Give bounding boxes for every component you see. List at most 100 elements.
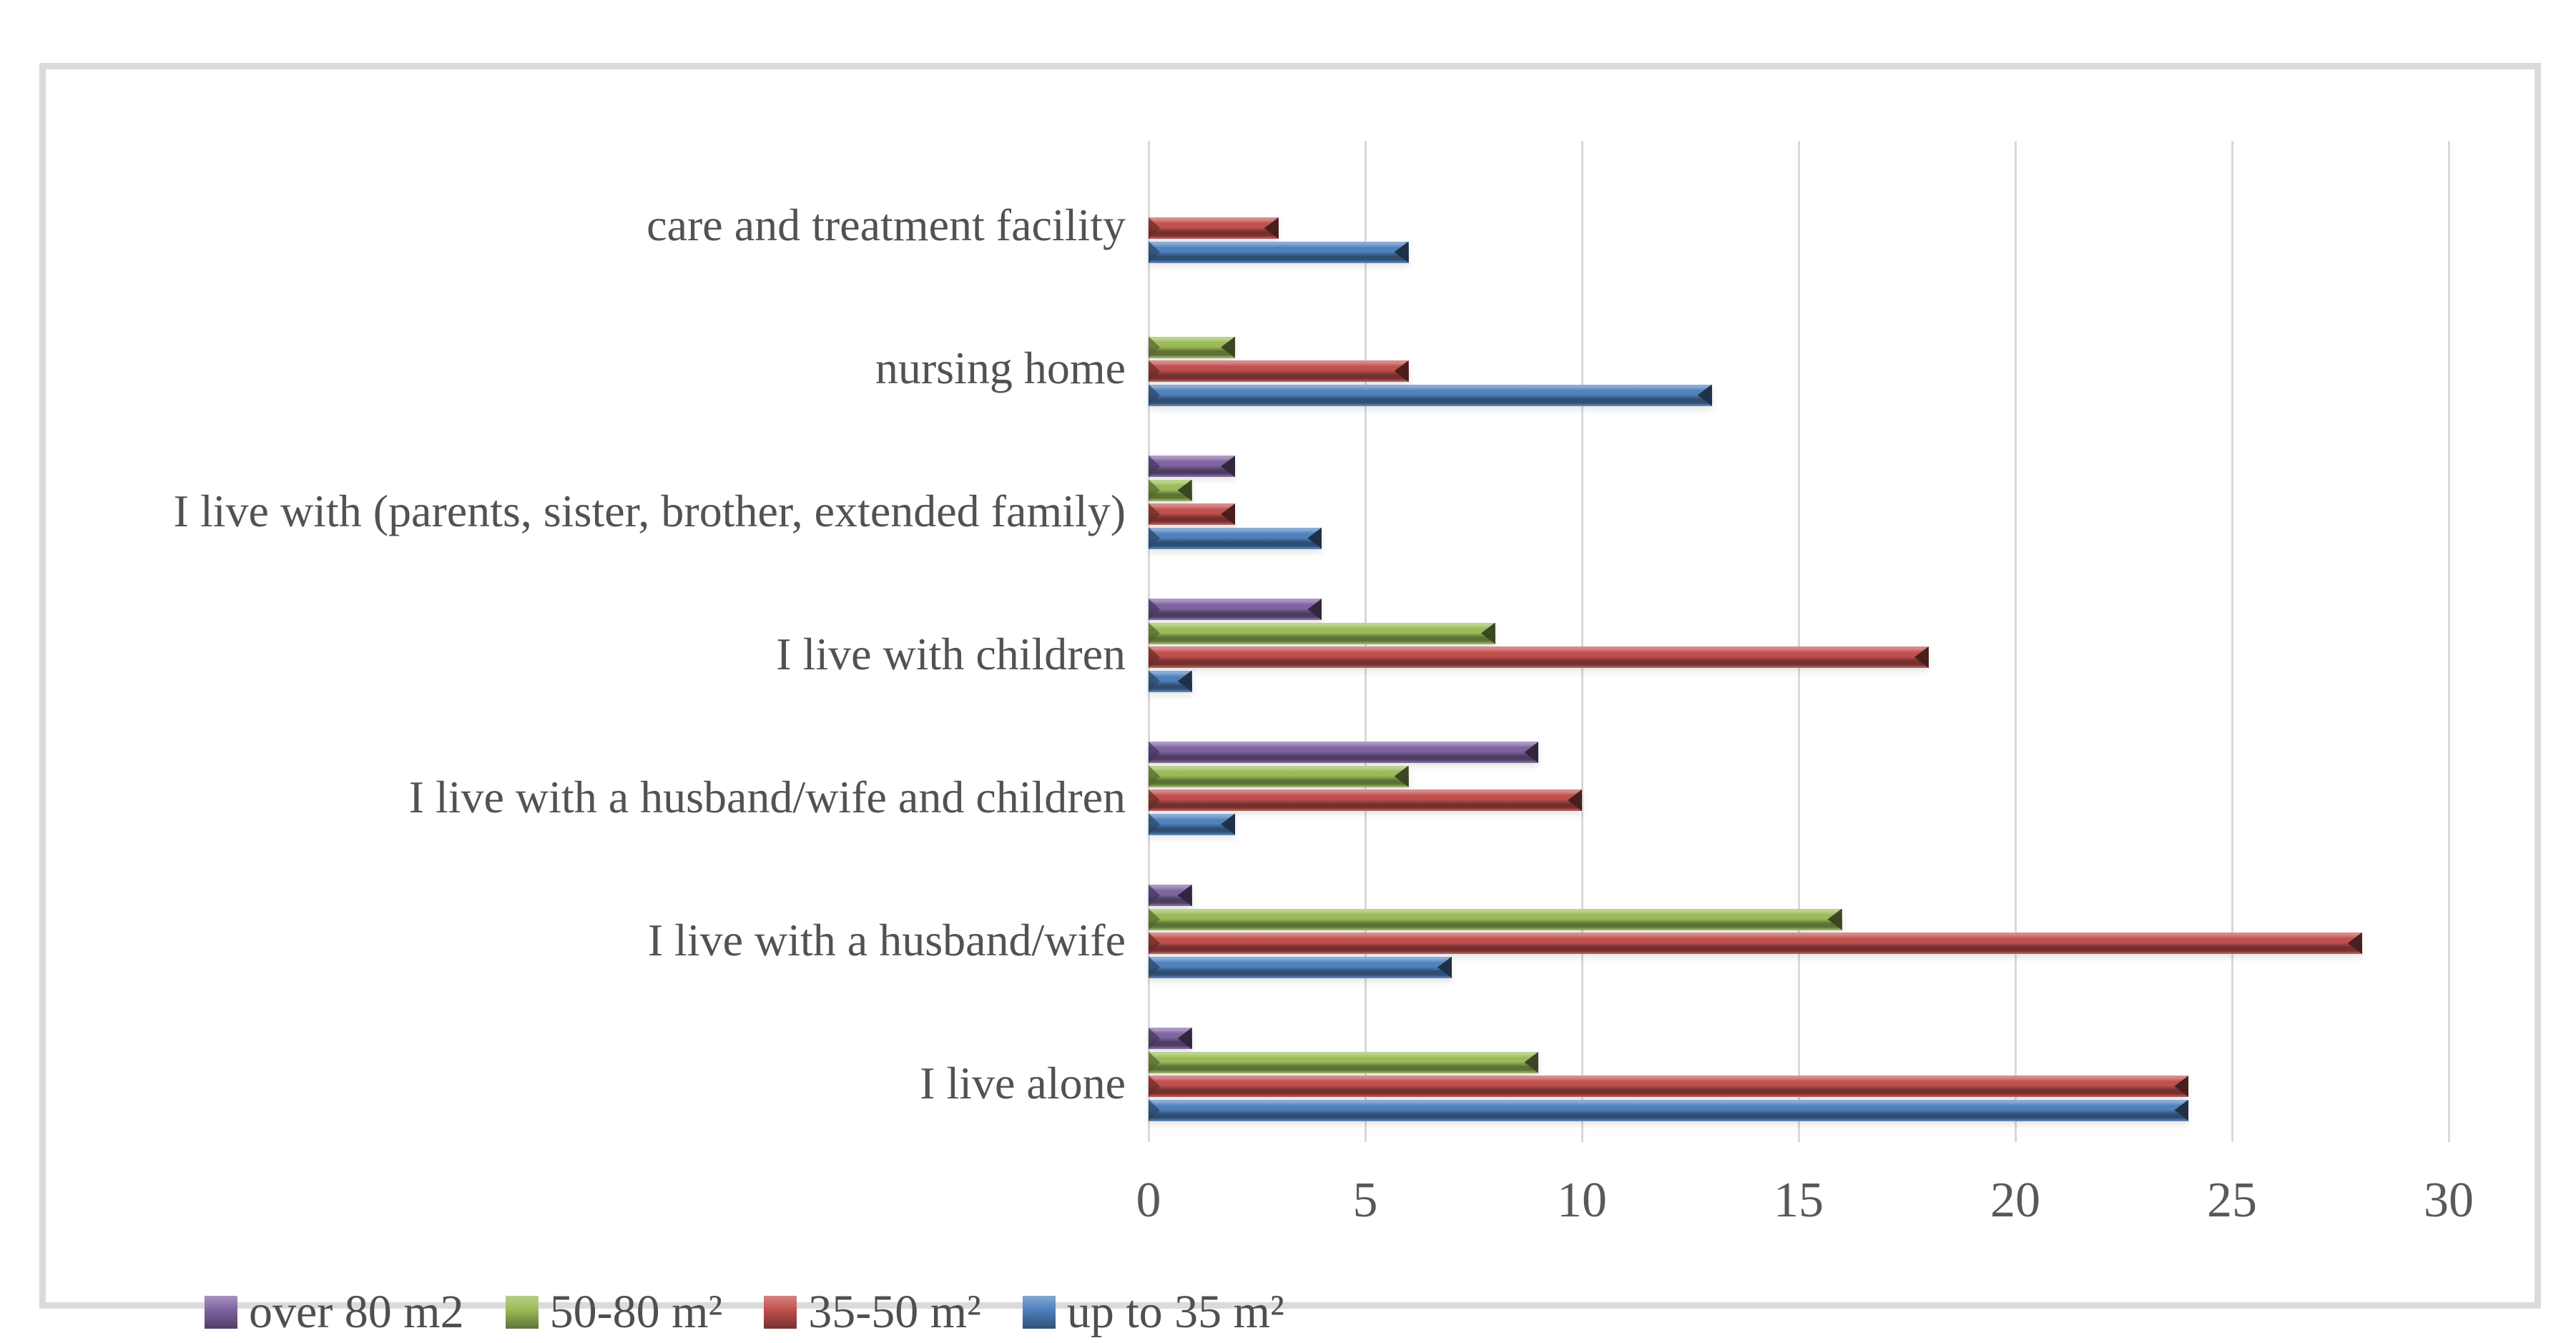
- category-label-text: I live with a husband/wife and children: [408, 772, 1126, 822]
- bar-over-80-m2: [1149, 599, 1322, 620]
- bar-start-cap: [1149, 622, 1160, 644]
- legend: over 80 m2 50-80 m² 35-50 m² up to 35 m²: [205, 1285, 1284, 1339]
- bar-end-cap: [1307, 599, 1322, 620]
- legend-swatch: [1022, 1296, 1056, 1329]
- gridline: [1798, 141, 1800, 1142]
- bar-start-cap: [1149, 456, 1160, 477]
- bar-start-cap: [1149, 742, 1160, 763]
- bar-start-cap: [1149, 670, 1160, 692]
- category-label-text: I live with children: [776, 629, 1126, 679]
- bar-end-cap: [1177, 479, 1192, 501]
- bar-up-to-35-m²: [1149, 384, 1712, 406]
- bar-end-cap: [1177, 1028, 1192, 1049]
- bar-start-cap: [1149, 527, 1160, 549]
- x-tick-label: 25: [2207, 1173, 2257, 1228]
- bar-start-cap: [1149, 599, 1160, 620]
- bar-50-80-m²: [1149, 908, 1842, 930]
- category-label-text: care and treatment facility: [647, 200, 1126, 250]
- bar-35-50-m²: [1149, 360, 1409, 382]
- bar-over-80-m2: [1149, 1028, 1192, 1049]
- category-band: [1149, 999, 2565, 1142]
- bar-end-cap: [1827, 908, 1842, 930]
- category-label: I live alone: [124, 1012, 1126, 1155]
- category-label: care and treatment facility: [124, 154, 1126, 297]
- category-band: [1149, 713, 2565, 856]
- legend-item: 35-50 m²: [764, 1285, 981, 1339]
- bar-end-cap: [2174, 1099, 2189, 1121]
- legend-item: 50-80 m²: [505, 1285, 722, 1339]
- bar-50-80-m²: [1149, 622, 1495, 644]
- category-label-text: I live with a husband/wife: [647, 915, 1126, 965]
- category-band: [1149, 284, 2565, 427]
- bar-50-80-m²: [1149, 336, 1236, 358]
- bar-start-cap: [1149, 1051, 1160, 1073]
- bar-end-cap: [1221, 336, 1236, 358]
- bar-start-cap: [1149, 765, 1160, 787]
- bar-over-80-m2: [1149, 742, 1539, 763]
- bar-50-80-m²: [1149, 1051, 1539, 1073]
- bar-end-cap: [1524, 742, 1539, 763]
- bar-up-to-35-m²: [1149, 813, 1236, 835]
- bar-start-cap: [1149, 789, 1160, 811]
- category-label: I live with children: [124, 583, 1126, 726]
- bar-up-to-35-m²: [1149, 527, 1322, 549]
- bar-end-cap: [1177, 670, 1192, 692]
- x-tick-label: 20: [1990, 1173, 2040, 1228]
- bar-start-cap: [1149, 1076, 1160, 1097]
- bar-end-cap: [1697, 384, 1712, 406]
- bar-over-80-m2: [1149, 456, 1236, 477]
- x-tick-label: 30: [2424, 1173, 2474, 1228]
- bar-50-80-m²: [1149, 479, 1192, 501]
- legend-label: over 80 m2: [249, 1286, 464, 1338]
- chart-frame: care and treatment facility nursing home I…: [39, 63, 2541, 1338]
- x-tick-label: 5: [1352, 1173, 1378, 1228]
- bar-over-80-m2: [1149, 885, 1192, 906]
- bar-end-cap: [1394, 241, 1409, 263]
- bar-start-cap: [1149, 336, 1160, 358]
- bar-end-cap: [1394, 360, 1409, 382]
- legend-item: over 80 m2: [205, 1285, 464, 1339]
- bar-end-cap: [2174, 1076, 2189, 1097]
- category-band: [1149, 427, 2565, 570]
- bar-start-cap: [1149, 479, 1160, 501]
- bar-35-50-m²: [1149, 789, 1582, 811]
- legend-label: up to 35 m²: [1066, 1286, 1284, 1338]
- plot-area: [1148, 141, 2565, 1142]
- category-label-text: I live with (parents, sister, brother, e…: [173, 486, 1126, 536]
- legend-swatch: [505, 1296, 539, 1329]
- bar-start-cap: [1149, 908, 1160, 930]
- bar-end-cap: [1307, 527, 1322, 549]
- bar-35-50-m²: [1149, 646, 1929, 668]
- bar-end-cap: [1568, 789, 1582, 811]
- category-label: I live with (parents, sister, brother, e…: [124, 440, 1126, 583]
- bar-start-cap: [1149, 1099, 1160, 1121]
- bar-end-cap: [2347, 933, 2362, 954]
- bar-start-cap: [1149, 384, 1160, 406]
- bar-start-cap: [1149, 885, 1160, 906]
- bar-end-cap: [1221, 456, 1236, 477]
- x-tick-label: 10: [1557, 1173, 1607, 1228]
- category-label: I live with a husband/wife: [124, 869, 1126, 1012]
- category-label-text: I live alone: [920, 1058, 1126, 1108]
- bar-start-cap: [1149, 217, 1160, 239]
- bar-50-80-m²: [1149, 765, 1409, 787]
- bar-end-cap: [1221, 503, 1236, 525]
- bar-35-50-m²: [1149, 503, 1236, 525]
- category-label: nursing home: [124, 297, 1126, 440]
- category-label-text: nursing home: [875, 343, 1126, 393]
- bar-start-cap: [1149, 360, 1160, 382]
- bar-end-cap: [1264, 217, 1279, 239]
- bar-end-cap: [1480, 622, 1495, 644]
- category-band: [1149, 570, 2565, 713]
- bar-35-50-m²: [1149, 217, 1279, 239]
- bar-35-50-m²: [1149, 933, 2362, 954]
- legend-swatch: [764, 1296, 797, 1329]
- x-tick-label: 15: [1774, 1173, 1824, 1228]
- bar-start-cap: [1149, 646, 1160, 668]
- category-band: [1149, 141, 2565, 284]
- bar-start-cap: [1149, 933, 1160, 954]
- bar-start-cap: [1149, 503, 1160, 525]
- bar-end-cap: [1394, 765, 1409, 787]
- bar-up-to-35-m²: [1149, 1099, 2189, 1121]
